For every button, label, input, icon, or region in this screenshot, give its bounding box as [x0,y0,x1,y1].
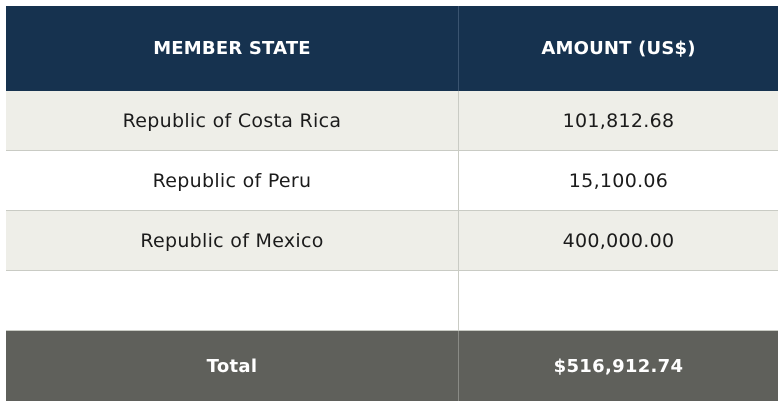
amount-cell: 15,100.06 [459,151,778,211]
member-state-cell: Republic of Costa Rica [6,91,459,151]
member-state-cell: Republic of Peru [6,151,459,211]
total-amount: $516,912.74 [459,331,778,401]
amount-cell [459,271,778,331]
table-row: Republic of Mexico 400,000.00 [6,211,778,271]
table-header-row: MEMBER STATE AMOUNT (US$) [6,6,778,91]
table-row: Republic of Peru 15,100.06 [6,151,778,211]
amount-cell: 400,000.00 [459,211,778,271]
header-amount: AMOUNT (US$) [459,6,778,91]
contributions-table: MEMBER STATE AMOUNT (US$) Republic of Co… [6,6,778,401]
member-state-cell [6,271,459,331]
table-total-row: Total $516,912.74 [6,331,778,401]
total-label: Total [6,331,459,401]
member-state-cell: Republic of Mexico [6,211,459,271]
table-row-empty [6,271,778,331]
header-member-state: MEMBER STATE [6,6,459,91]
amount-cell: 101,812.68 [459,91,778,151]
table-row: Republic of Costa Rica 101,812.68 [6,91,778,151]
